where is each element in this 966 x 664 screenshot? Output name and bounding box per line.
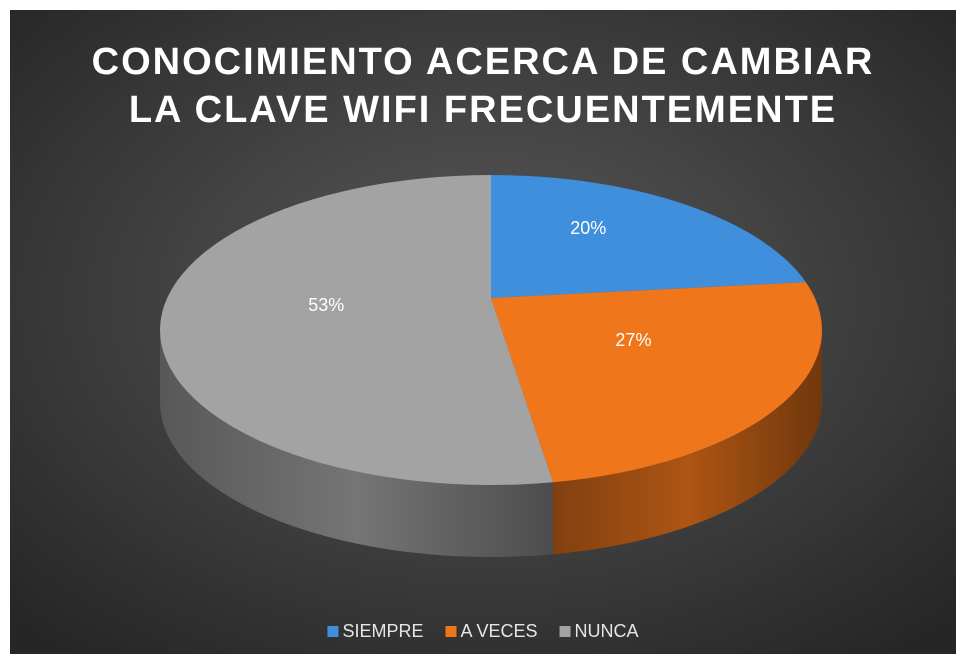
legend-item: SIEMPRE [327, 621, 423, 641]
legend-label: NUNCA [575, 621, 639, 641]
side-shade [160, 330, 554, 557]
data-label: 27% [615, 330, 651, 350]
slice [491, 282, 822, 483]
legend-swatch [559, 626, 571, 637]
legend: SIEMPRE A VECES NUNCA [327, 621, 639, 641]
pie: 20% 27% 53% [159, 175, 822, 557]
legend-item: NUNCA [559, 621, 639, 641]
legend-swatch [445, 626, 457, 637]
slice [491, 175, 806, 298]
side-shade [553, 330, 822, 555]
legend-item: A VECES [445, 621, 538, 641]
data-label: 53% [308, 295, 344, 315]
slice [159, 175, 554, 486]
chart-title: CONOCIMIENTO ACERCA DE CAMBIAR LA CLAVE … [91, 41, 875, 131]
legend-swatch [327, 626, 339, 637]
data-label: 20% [570, 218, 606, 238]
legend-label: SIEMPRE [342, 621, 423, 641]
legend-label: A VECES [460, 621, 537, 641]
